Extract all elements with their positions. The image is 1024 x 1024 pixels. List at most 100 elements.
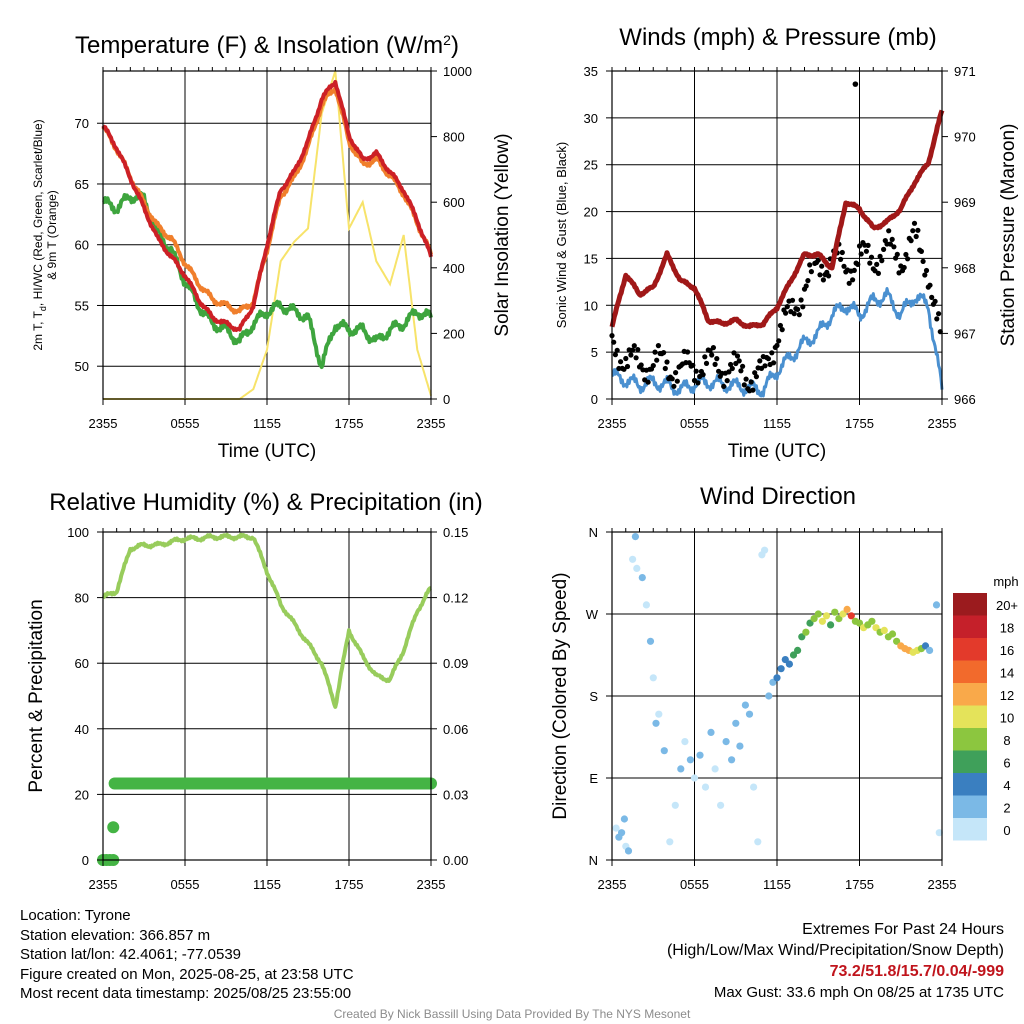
extremes-box: Extremes For Past 24 Hours (High/Low/Max… — [667, 919, 1004, 1003]
direction-point — [888, 630, 897, 638]
direction-point — [754, 838, 762, 846]
y2-tick-label: 200 — [443, 326, 465, 341]
gust-point — [803, 283, 809, 289]
figure-created: Figure created on Mon, 2025-08-25, at 23… — [20, 965, 354, 983]
series-relative-humidity — [101, 532, 432, 709]
gust-point — [630, 347, 636, 353]
legend-unit: mph — [993, 574, 1018, 589]
gust-point — [915, 227, 921, 233]
temperature-xlabel: Time (UTC) — [218, 441, 317, 462]
humidity-panel: Relative Humidity (%) & Precipitation (i… — [26, 489, 483, 892]
temperature-ylabel: 2m T, Td, HI/WC (Red, Green, Scarlet/Blu… — [31, 119, 48, 350]
gust-point — [774, 342, 780, 349]
gust-point — [805, 278, 811, 284]
gust-point — [910, 228, 916, 234]
gust-point — [654, 357, 660, 363]
y2-tick-label: 0 — [443, 392, 450, 407]
direction-point — [671, 801, 679, 809]
direction-point — [696, 751, 704, 759]
direction-point — [638, 574, 646, 582]
y2-tick-label: 970 — [954, 130, 976, 145]
gust-point — [920, 258, 926, 264]
gust-point — [712, 361, 718, 367]
x-tick-label: 1155 — [763, 416, 791, 431]
station-latlon: Station lat/lon: 42.4061; -77.0539 — [20, 946, 242, 963]
gust-point — [771, 360, 777, 366]
recent-timestamp: Most recent data timestamp: 2025/08/25 2… — [20, 985, 352, 1002]
speed-legend: 20+ 18 16 14 12 10 8 6 4 2 0 — [953, 593, 1018, 841]
y-tick-label: 20 — [75, 787, 89, 802]
winds-ticks: 2355 0555 1155 1755 235505101520253035966967… — [584, 64, 976, 431]
direction-point — [666, 838, 674, 846]
series-sonic-wind — [611, 287, 944, 398]
legend-swatch — [953, 615, 987, 638]
x-tick-label: 1155 — [253, 416, 281, 431]
gust-point — [695, 380, 701, 386]
direction-grid — [612, 532, 942, 860]
gust-point — [762, 363, 768, 369]
direction-point — [798, 633, 806, 641]
gust-point — [728, 361, 734, 368]
gust-point — [623, 355, 629, 362]
gust-point — [664, 359, 670, 365]
legend-label: 16 — [1000, 643, 1014, 658]
y-tick-label: 50 — [75, 359, 89, 374]
gust-point — [740, 363, 746, 369]
gust-point — [645, 379, 651, 385]
direction-point — [773, 674, 781, 682]
gust-point — [913, 233, 919, 240]
legend-label: 18 — [1000, 621, 1014, 636]
x-tick-label: 2355 — [89, 416, 118, 431]
gust-point — [875, 270, 882, 276]
gust-point — [887, 241, 894, 247]
gust-point — [671, 383, 677, 389]
y2-tick-label: 0.09 — [443, 656, 468, 671]
legend-swatch — [953, 705, 987, 728]
gust-point — [628, 352, 634, 358]
y-tick-label: 30 — [584, 111, 598, 126]
gust-point — [743, 376, 749, 382]
gust-point — [709, 352, 715, 358]
direction-point — [855, 619, 864, 627]
gust-point — [934, 316, 940, 322]
direction-point — [822, 612, 831, 620]
gust-point — [838, 256, 844, 262]
x-tick-label: 0555 — [680, 416, 709, 431]
x-tick-label: 1755 — [335, 416, 364, 431]
gust-point — [779, 327, 785, 333]
humidity-ticks: 2355 0555 1155 1755 23550204060801000.000.03… — [67, 525, 468, 892]
direction-point — [677, 765, 685, 773]
direction-point — [818, 617, 827, 625]
gust-point — [820, 277, 827, 283]
y-tick-label: N — [589, 525, 598, 540]
gust-point — [752, 370, 758, 376]
y2-tick-label: 966 — [954, 392, 976, 407]
y2-tick-label: 0.15 — [443, 525, 468, 540]
gust-point — [874, 261, 880, 267]
gust-point — [661, 350, 667, 356]
x-tick-label: 2355 — [598, 877, 627, 892]
legend-swatch — [953, 593, 987, 616]
direction-point — [629, 555, 637, 563]
x-tick-label: 1755 — [335, 877, 364, 892]
gust-point — [905, 256, 911, 262]
x-tick-label: 2355 — [417, 877, 446, 892]
y-tick-label: 70 — [75, 116, 89, 131]
y-tick-label: 80 — [75, 591, 89, 606]
gust-point — [693, 368, 699, 374]
legend-label: 14 — [1000, 666, 1014, 681]
gust-point — [624, 363, 631, 370]
y2-tick-label: 0.03 — [443, 787, 468, 802]
gust-point — [891, 244, 897, 250]
direction-point — [765, 692, 773, 700]
y-tick-label: S — [589, 689, 598, 704]
direction-point — [741, 701, 750, 709]
gust-point — [741, 382, 747, 388]
gust-point — [738, 368, 744, 374]
gust-point — [662, 365, 668, 372]
direction-point — [789, 651, 798, 659]
x-tick-label: 1155 — [253, 877, 281, 892]
direction-point — [620, 815, 629, 823]
direction-point — [633, 564, 641, 573]
direction-ylabel: Direction (Colored By Speed) — [550, 572, 571, 819]
